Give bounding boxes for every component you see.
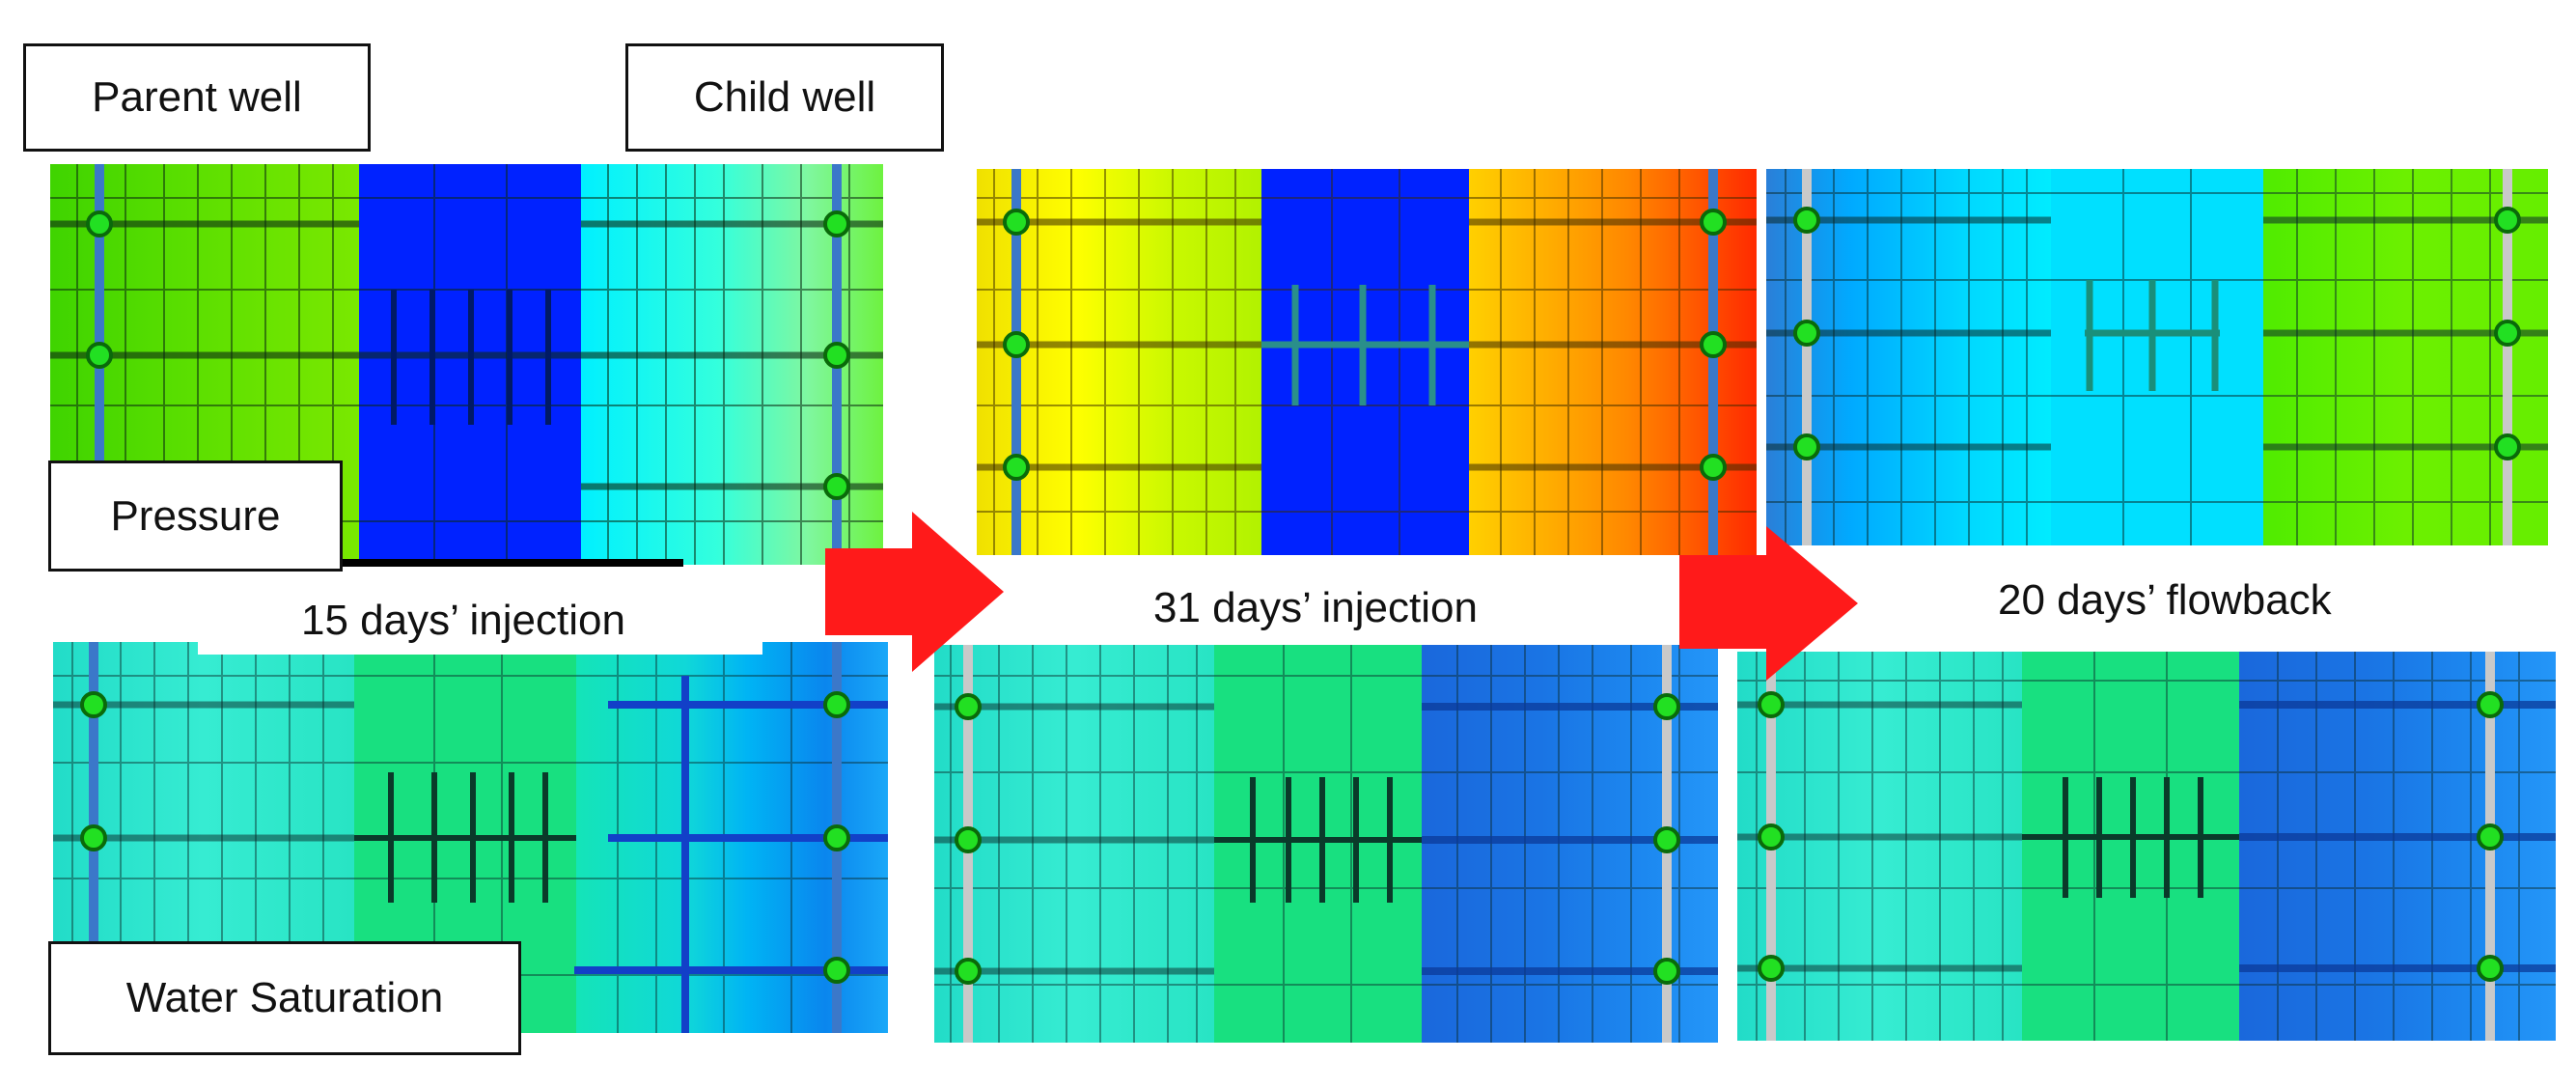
pressure-panel-31-days [977,169,1757,555]
parent-well-label: Parent well [23,43,371,152]
stage-caption-15-days: 15 days’ injection [301,597,625,644]
arrow-right-icon [1679,526,1858,681]
stage-caption-20-days: 20 days’ flowback [1998,576,2332,624]
water-saturation-label: Water Saturation [48,941,521,1055]
child-well-label: Child well [625,43,944,152]
stage-caption-31-days: 31 days’ injection [1153,584,1478,631]
saturation-panel-flowback [1737,652,2556,1041]
saturation-panel-31-days [934,645,1718,1043]
pressure-panel-flowback [1766,169,2548,545]
arrow-right-icon [825,512,1004,672]
well-markers [80,207,2521,985]
pressure-label: Pressure [48,460,343,572]
